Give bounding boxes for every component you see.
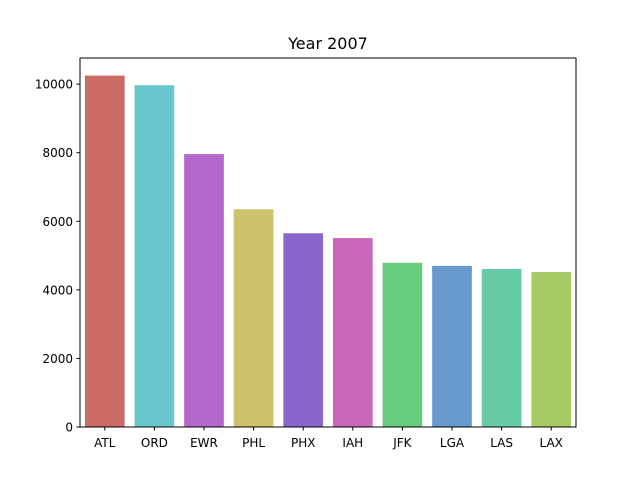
x-tick-label: LAX (540, 436, 563, 450)
x-tick-label: PHX (291, 436, 315, 450)
bar-las (481, 268, 522, 427)
x-tick-label: JFK (392, 436, 412, 450)
bars-group (84, 75, 572, 428)
bar-ewr (184, 154, 224, 428)
x-axis: ATL ORD EWR PHL PHX IAH JFK LGA LAS LAX (94, 427, 563, 450)
x-tick-label: IAH (342, 436, 363, 450)
x-tick-label: PHL (242, 436, 265, 450)
bar-phl (233, 209, 274, 427)
x-tick-label: ORD (141, 436, 168, 450)
x-tick-label: LGA (440, 436, 465, 450)
bar-lga (432, 265, 472, 427)
y-axis: 0 2000 4000 6000 8000 10000 (35, 78, 80, 435)
bar-atl (84, 75, 125, 428)
y-tick-label: 8000 (42, 146, 73, 160)
x-tick-label: EWR (190, 436, 218, 450)
plot-frame (79, 57, 577, 428)
x-tick-label: LAS (490, 436, 513, 450)
chart-title: Year 2007 (287, 34, 368, 53)
bar-phx (283, 233, 324, 427)
y-tick-label: 6000 (42, 215, 73, 229)
y-tick-label: 2000 (42, 352, 73, 366)
x-tick-label: ATL (94, 436, 116, 450)
y-tick-label: 4000 (42, 283, 73, 297)
y-tick-label: 10000 (35, 78, 73, 92)
bar-iah (332, 238, 373, 427)
bar-ord (134, 85, 175, 428)
y-tick-label: 0 (65, 421, 73, 435)
bar-lax (531, 272, 572, 427)
bar-jfk (382, 262, 423, 427)
